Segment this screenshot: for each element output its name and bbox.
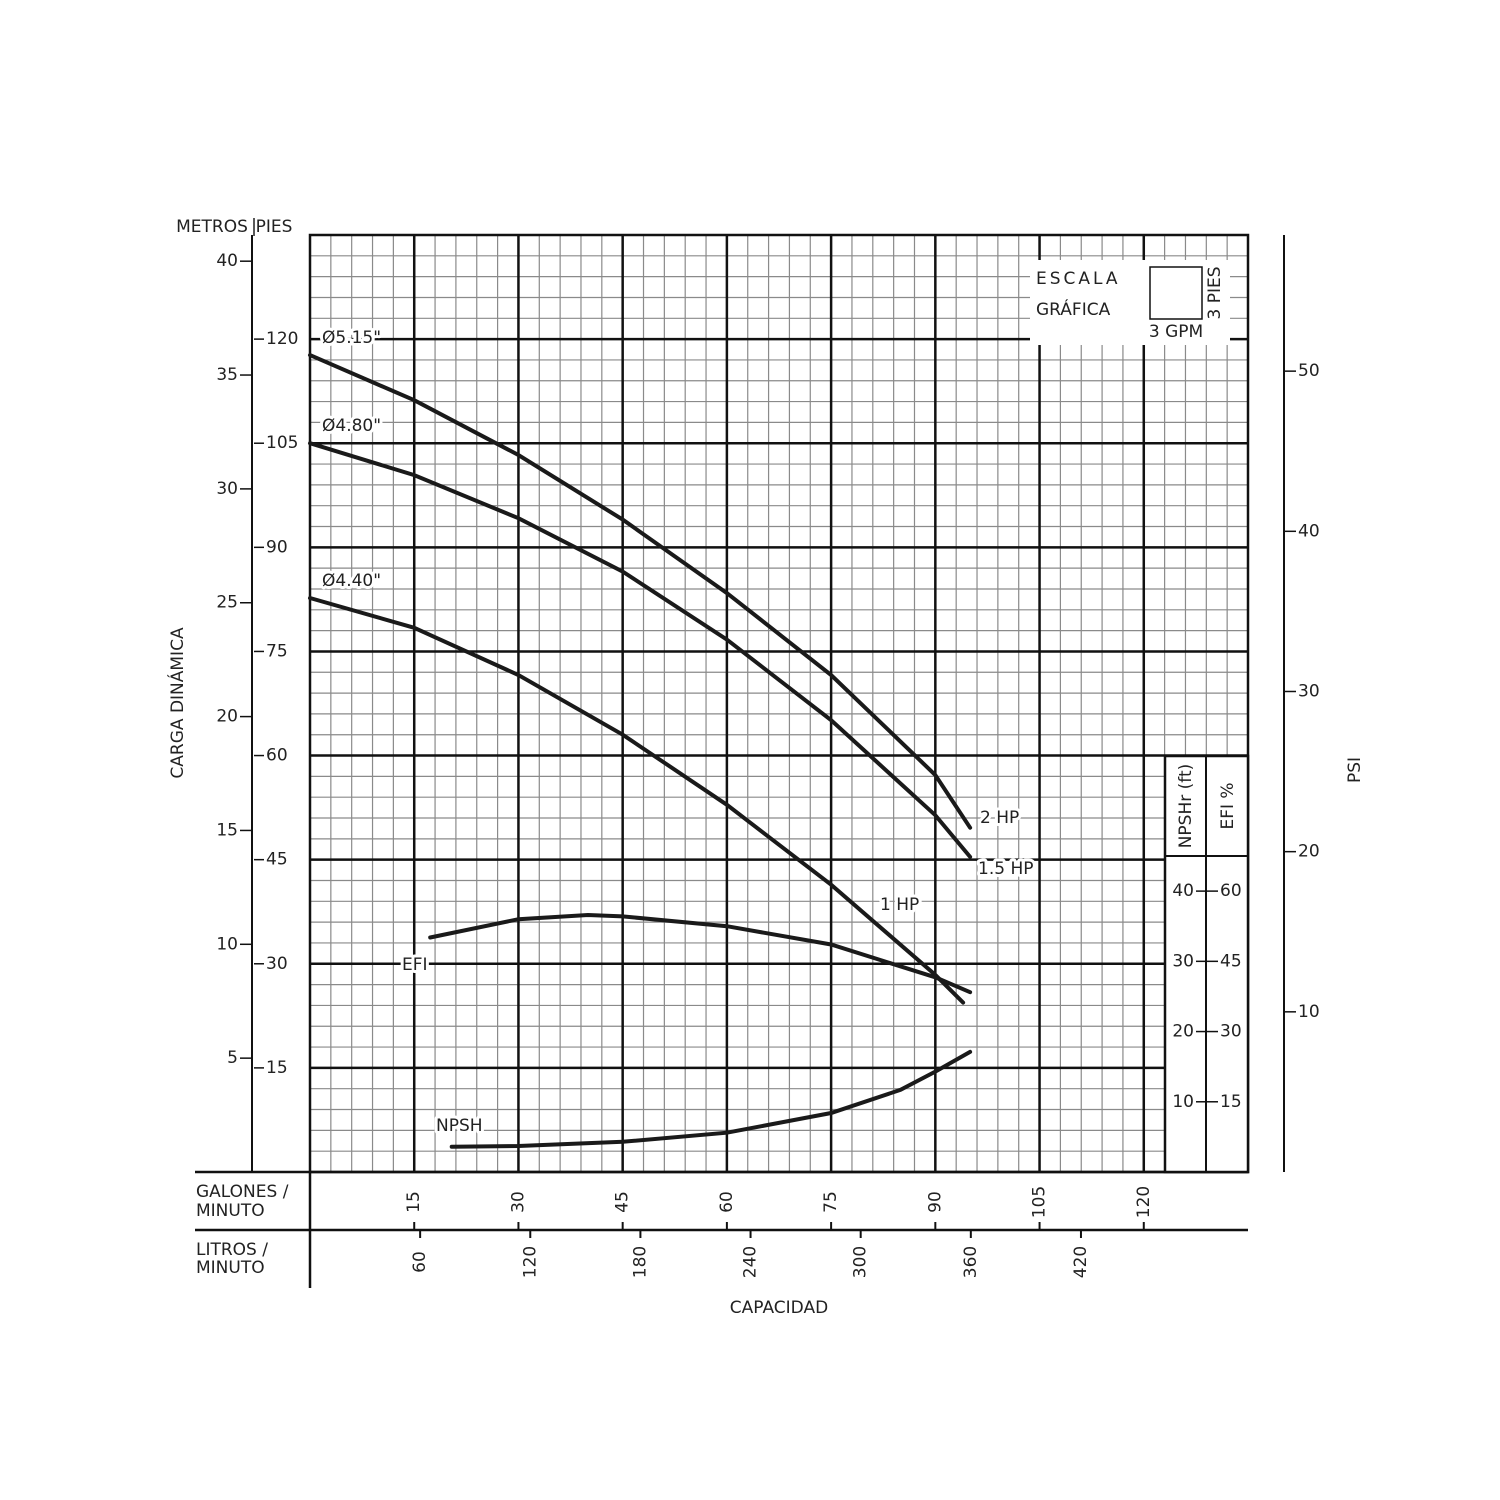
x-tick-label: 75 bbox=[821, 1191, 841, 1213]
y-tick-label: 120 bbox=[266, 329, 298, 349]
efi-tick-label: 15 bbox=[1220, 1092, 1242, 1112]
scale-square bbox=[1149, 266, 1203, 320]
minor-grid bbox=[310, 235, 1248, 1172]
y-tick-label: 90 bbox=[266, 537, 288, 557]
x-tick-label: 60 bbox=[717, 1191, 737, 1213]
x2-unit: MINUTO bbox=[196, 1258, 265, 1278]
curve-label: Ø4.80" bbox=[322, 416, 381, 436]
ym-tick-label: 40 bbox=[216, 251, 238, 271]
curve bbox=[308, 596, 966, 1005]
y-tick-label: 45 bbox=[266, 850, 288, 870]
y-tick-label: 30 bbox=[266, 954, 288, 974]
ym-tick-label: 35 bbox=[216, 365, 238, 385]
ym-tick-label: 5 bbox=[227, 1048, 238, 1068]
scale-title: ESCALA bbox=[1036, 269, 1121, 289]
y2-tick-label: 30 bbox=[1298, 681, 1320, 701]
y-tick-label: 105 bbox=[266, 433, 298, 453]
y2-tick-label: 50 bbox=[1298, 361, 1320, 381]
x-tick-label: 45 bbox=[613, 1191, 633, 1213]
curve bbox=[428, 912, 973, 995]
efi-tick-label: 30 bbox=[1220, 1022, 1242, 1042]
y-title: CARGA DINÁMICA bbox=[166, 627, 188, 779]
hp-label: 1 HP bbox=[880, 895, 919, 915]
ym-tick-label: 20 bbox=[216, 707, 238, 727]
npsh-title: NPSHr (ft) bbox=[1176, 764, 1196, 849]
x2-tick-label: 300 bbox=[851, 1246, 871, 1278]
hp-label: 2 HP bbox=[980, 808, 1019, 828]
x-tick-label: 30 bbox=[508, 1191, 528, 1213]
npsh-tick-label: 40 bbox=[1172, 881, 1194, 901]
efi-tick-label: 45 bbox=[1220, 951, 1242, 971]
meters-unit: METROS bbox=[176, 217, 248, 237]
x-tick-label: 105 bbox=[1030, 1186, 1050, 1218]
hp-label: 1.5 HP bbox=[978, 859, 1033, 879]
x-tick-label: 120 bbox=[1134, 1186, 1154, 1218]
scale-title: GRÁFICA bbox=[1036, 298, 1111, 320]
curve-label: NPSH bbox=[436, 1116, 483, 1136]
x2-unit: LITROS / bbox=[196, 1240, 268, 1260]
npsh-tick-label: 10 bbox=[1172, 1092, 1194, 1112]
x2-tick-label: 180 bbox=[630, 1246, 650, 1278]
y2-tick-label: 20 bbox=[1298, 842, 1320, 862]
curve bbox=[308, 353, 973, 830]
y2-tick-label: 40 bbox=[1298, 521, 1320, 541]
curve bbox=[449, 1049, 973, 1149]
scale-y-label: 3 PIES bbox=[1205, 266, 1225, 319]
npsh-tick-label: 20 bbox=[1172, 1022, 1194, 1042]
curve bbox=[308, 441, 973, 859]
x-tick-label: 15 bbox=[404, 1191, 424, 1213]
x2-tick-label: 420 bbox=[1071, 1246, 1091, 1278]
efi-title: EFI % bbox=[1218, 782, 1238, 829]
y2-title: PSI bbox=[1345, 757, 1365, 783]
curve-label: Ø5.15" bbox=[322, 328, 381, 348]
x2-tick-label: 360 bbox=[961, 1246, 981, 1278]
x-title: CAPACIDAD bbox=[730, 1298, 828, 1318]
ym-tick-label: 30 bbox=[216, 479, 238, 499]
x-tick-label: 90 bbox=[925, 1191, 945, 1213]
y-tick-label: 15 bbox=[266, 1058, 288, 1078]
y-tick-label: 75 bbox=[266, 641, 288, 661]
x2-tick-label: 240 bbox=[741, 1246, 761, 1278]
ym-tick-label: 15 bbox=[216, 820, 238, 840]
ym-tick-label: 25 bbox=[216, 593, 238, 613]
x-unit: GALONES / bbox=[196, 1182, 289, 1202]
x2-tick-label: 60 bbox=[410, 1251, 430, 1273]
x-unit: MINUTO bbox=[196, 1201, 265, 1221]
ym-tick-label: 10 bbox=[216, 934, 238, 954]
efi-tick-label: 60 bbox=[1220, 881, 1242, 901]
feet-unit: PIES bbox=[256, 217, 293, 237]
y-tick-label: 60 bbox=[266, 746, 288, 766]
scale-x-label: 3 GPM bbox=[1149, 322, 1203, 342]
plot-frame bbox=[308, 233, 1250, 1174]
curve-label: EFI bbox=[402, 955, 428, 975]
y2-tick-label: 10 bbox=[1298, 1002, 1320, 1022]
x2-tick-label: 120 bbox=[520, 1246, 540, 1278]
curve-label: Ø4.40" bbox=[322, 571, 381, 591]
npsh-tick-label: 30 bbox=[1172, 951, 1194, 971]
